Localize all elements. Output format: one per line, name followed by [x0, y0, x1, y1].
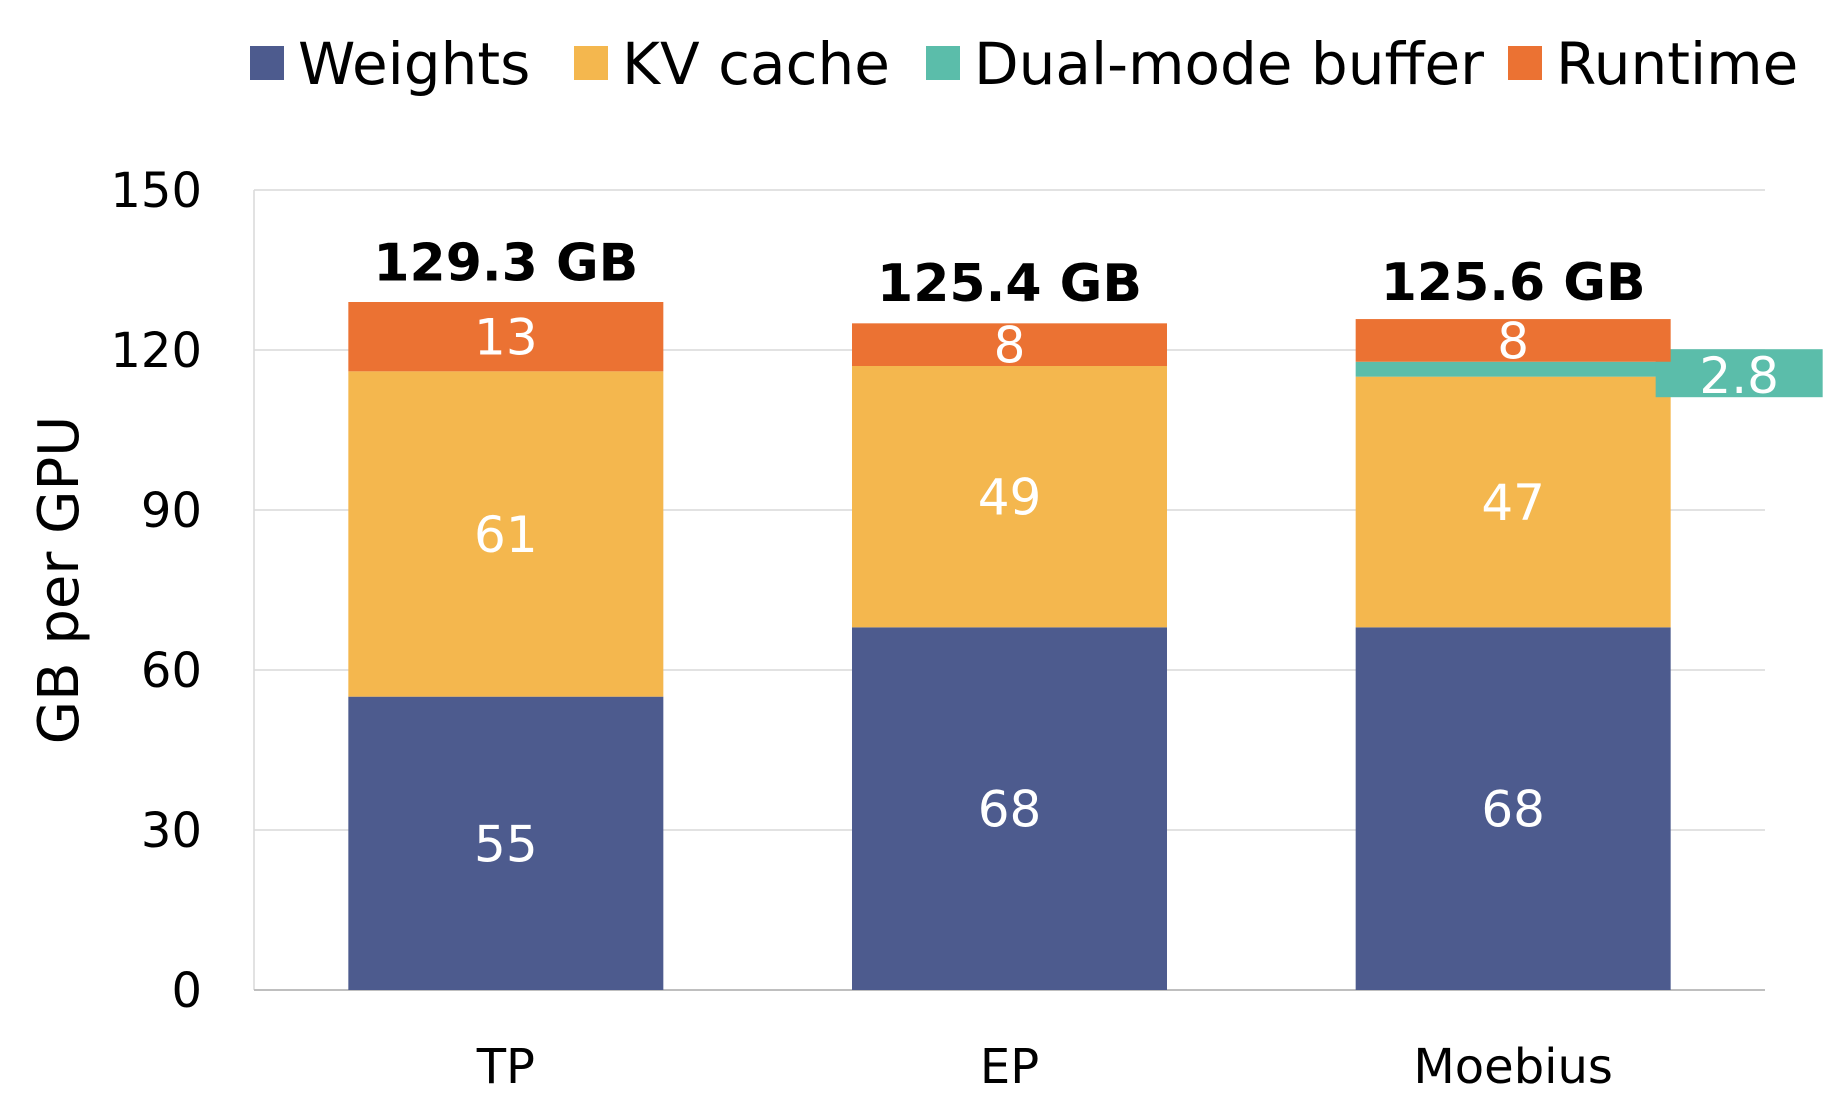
x-tick-label: TP — [476, 1039, 535, 1095]
x-tick-label: Moebius — [1413, 1039, 1613, 1095]
legend-swatch — [926, 46, 960, 80]
bar-segment-kv-cache — [852, 366, 1167, 628]
bar-segment-weights — [1355, 627, 1671, 990]
total-label: 129.3 GB — [373, 233, 638, 293]
total-label: 125.6 GB — [1381, 253, 1646, 313]
data-label: 68 — [1481, 781, 1545, 839]
legend: Weights KV cache Dual-mode buffer Runtime — [250, 30, 1798, 98]
legend-label: Weights — [298, 30, 530, 98]
bar-segment-weights — [852, 627, 1167, 990]
total-label: 125.4 GB — [877, 254, 1142, 314]
data-label: 8 — [994, 317, 1026, 375]
data-label: 13 — [474, 309, 538, 367]
data-label: 61 — [474, 506, 538, 564]
x-tick-labels: TP EP Moebius — [476, 1039, 1613, 1095]
data-label: 8 — [1497, 312, 1529, 370]
legend-label: KV cache — [622, 30, 890, 98]
y-tick-label: 30 — [141, 803, 202, 859]
y-axis-title: GB per GPU — [27, 416, 92, 745]
bar-segment-runtime — [348, 302, 664, 372]
bar-segment-kv-cache — [1355, 376, 1671, 628]
y-tick-label: 0 — [171, 963, 202, 1019]
y-tick-label: 120 — [110, 323, 202, 379]
bar-segment-dual-mode-buffer — [1355, 361, 1671, 377]
bar-segment-runtime — [1355, 319, 1671, 362]
y-tick-label: 150 — [110, 163, 202, 219]
data-label: 55 — [474, 815, 538, 873]
data-label: 2.8 — [1699, 347, 1779, 405]
x-tick-label: EP — [980, 1039, 1039, 1095]
data-label: 49 — [978, 469, 1042, 527]
legend-swatch — [250, 46, 284, 80]
legend-label: Dual-mode buffer — [974, 30, 1484, 98]
data-label: 68 — [978, 781, 1042, 839]
bar-segment-weights — [348, 696, 664, 990]
y-tick-label: 60 — [141, 643, 202, 699]
bar-segment-kv-cache — [348, 371, 664, 697]
legend-swatch — [574, 46, 608, 80]
data-label: 47 — [1481, 474, 1545, 532]
bars: 55 61 13 68 49 8 68 47 2.8 8 — [348, 302, 1823, 990]
legend-swatch — [1508, 46, 1542, 80]
data-label-callout — [1655, 349, 1823, 398]
bar-segment-runtime — [852, 323, 1167, 366]
legend-label: Runtime — [1556, 30, 1798, 98]
total-labels: 129.3 GB 125.4 GB 125.6 GB — [373, 233, 1645, 314]
y-tick-labels: 0 30 60 90 120 150 — [110, 163, 202, 1019]
y-tick-label: 90 — [141, 483, 202, 539]
